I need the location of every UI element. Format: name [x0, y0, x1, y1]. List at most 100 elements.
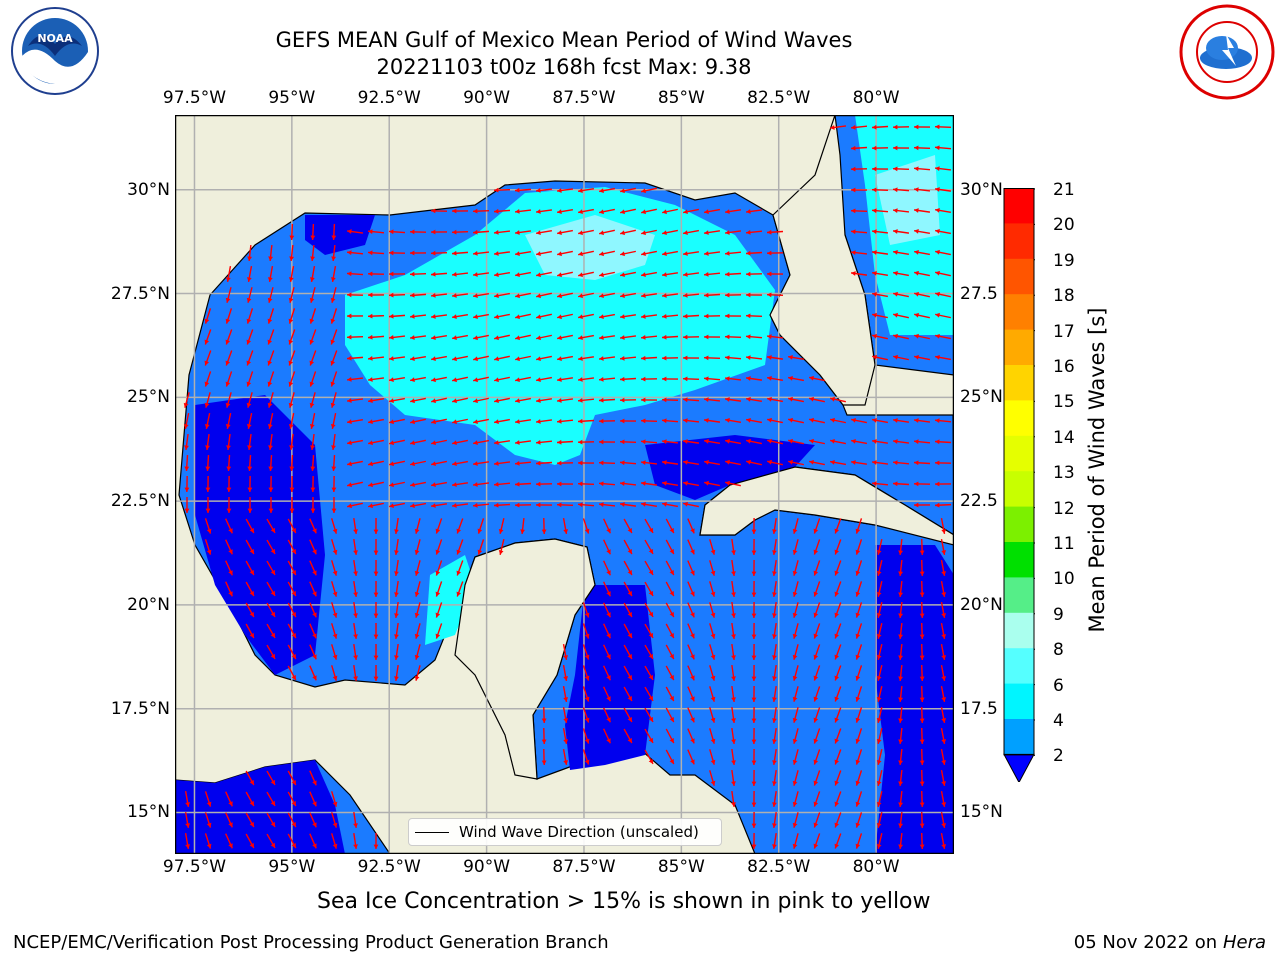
wind-wave-arrowhead	[704, 251, 709, 256]
colorbar-segment	[1004, 258, 1034, 295]
wind-wave-arrowhead	[935, 145, 940, 151]
wind-wave-arrowhead	[515, 293, 520, 299]
wind-wave-arrowhead	[347, 271, 352, 277]
wind-wave-arrowhead	[599, 460, 604, 466]
wind-wave-arrowhead	[268, 508, 274, 513]
wind-wave-arrowhead	[373, 634, 379, 639]
wind-wave-arrowhead	[206, 843, 212, 849]
wind-wave-arrowhead	[669, 528, 674, 534]
wind-wave-arrowhead	[641, 502, 646, 507]
wind-wave-arrowhead	[767, 229, 772, 235]
wind-wave-arrowhead	[389, 356, 394, 361]
wind-wave-arrowhead	[435, 528, 441, 534]
wind-wave-arrowhead	[809, 438, 814, 444]
footer-credit: NCEP/EMC/Verification Post Processing Pr…	[13, 932, 609, 953]
wind-wave-arrowhead	[498, 528, 504, 534]
wind-wave-arrowhead	[225, 402, 231, 408]
lat-tick-label-right: 20°N	[960, 594, 1003, 615]
lon-tick-label-top: 80°W	[852, 88, 900, 108]
wind-wave-arrowhead	[228, 549, 233, 555]
colorbar-segment	[1004, 506, 1034, 543]
wind-wave-arrowhead	[772, 634, 777, 639]
wind-wave-arrowhead	[584, 654, 590, 660]
wind-wave-arrowhead	[410, 482, 415, 488]
wind-wave-arrowhead	[876, 738, 882, 744]
wind-wave-arrowhead	[919, 697, 925, 702]
wind-wave-arrowhead	[431, 356, 436, 362]
wind-wave-arrowhead	[332, 843, 338, 849]
wind-wave-arrowhead	[309, 297, 315, 303]
lon-tick-label-bot: 95°W	[268, 857, 316, 877]
wind-wave-arrowhead	[772, 823, 777, 828]
wind-wave-arrowhead	[410, 250, 415, 256]
wind-wave-arrowhead	[606, 528, 611, 534]
period-zone-0-2	[875, 545, 954, 854]
wind-wave-arrowhead	[473, 314, 478, 320]
wind-wave-arrowhead	[310, 487, 316, 492]
lat-tick-label-right: 25°N	[960, 387, 1003, 408]
wind-wave-arrowhead	[347, 482, 352, 488]
wind-wave-arrowhead	[228, 528, 233, 534]
wind-wave-arrowhead	[731, 781, 736, 786]
wind-wave-arrowhead	[309, 402, 315, 408]
wind-wave-arrowhead	[919, 655, 925, 660]
wind-wave-arrowhead	[731, 718, 736, 723]
wind-wave-arrowhead	[557, 439, 562, 445]
wind-wave-arrowhead	[247, 508, 253, 513]
wind-wave-arrowhead	[898, 844, 903, 849]
wind-wave-arrowhead	[893, 187, 898, 193]
wind-wave-arrowhead	[792, 528, 798, 534]
wind-wave-arrowhead	[662, 376, 667, 382]
wind-wave-arrowhead	[704, 459, 709, 465]
wind-wave-arrowhead	[914, 187, 919, 192]
wind-wave-arrowhead	[627, 654, 632, 660]
wind-wave-arrowhead	[772, 697, 777, 702]
wind-wave-arrowhead	[414, 633, 420, 639]
wind-wave-arrowhead	[731, 550, 736, 555]
wind-wave-arrowhead	[541, 760, 547, 765]
wind-wave-arrowhead	[494, 356, 499, 362]
wind-wave-arrowhead	[225, 318, 231, 324]
wind-wave-arrowhead	[368, 356, 373, 361]
wind-wave-arrowhead	[683, 230, 688, 235]
wind-wave-arrowhead	[267, 318, 273, 324]
wind-wave-arrowhead	[288, 339, 294, 345]
wind-wave-arrowhead	[813, 675, 819, 681]
wind-wave-arrowhead	[541, 739, 547, 744]
wind-wave-arrowhead	[291, 612, 296, 618]
wind-wave-arrowhead	[620, 188, 625, 194]
wind-wave-arrowhead	[330, 424, 336, 429]
wind-wave-arrowhead	[226, 508, 232, 513]
wind-wave-arrowhead	[669, 612, 674, 618]
wind-wave-arrowhead	[914, 312, 919, 318]
wind-wave-arrowhead	[394, 676, 399, 681]
wind-wave-arrowhead	[389, 377, 394, 382]
wind-wave-arrowhead	[813, 759, 819, 765]
wind-wave-arrowhead	[310, 235, 316, 240]
wind-wave-arrowhead	[204, 318, 210, 324]
wind-wave-arrowhead	[893, 460, 898, 466]
colorbar-tick-label: 12	[1053, 498, 1075, 519]
wind-wave-arrowhead	[648, 548, 653, 554]
wind-wave-arrowhead	[792, 612, 798, 618]
wind-wave-arrowhead	[557, 377, 562, 382]
wind-wave-arrowhead	[536, 481, 541, 487]
wind-wave-arrowhead	[914, 291, 919, 297]
wind-wave-arrowhead	[312, 528, 317, 534]
wind-wave-arrowhead	[347, 313, 352, 319]
wind-wave-arrowhead	[431, 250, 436, 256]
wind-wave-arrowhead	[792, 801, 798, 807]
colorbar-tick-label: 17	[1053, 321, 1075, 342]
wind-wave-arrowhead	[270, 632, 275, 638]
wind-wave-arrowhead	[557, 481, 562, 487]
wind-wave-arrowhead	[225, 297, 231, 303]
wind-wave-arrowhead	[792, 717, 798, 723]
wind-wave-arrowhead	[267, 381, 273, 387]
wind-wave-arrowhead	[332, 654, 338, 660]
wind-wave-arrowhead	[268, 487, 274, 492]
wind-wave-arrowhead	[935, 439, 940, 445]
wind-wave-arrowhead	[690, 759, 695, 765]
wind-wave-arrowhead	[431, 229, 436, 235]
wind-wave-arrowhead	[710, 738, 716, 744]
wind-wave-arrowhead	[772, 844, 777, 849]
